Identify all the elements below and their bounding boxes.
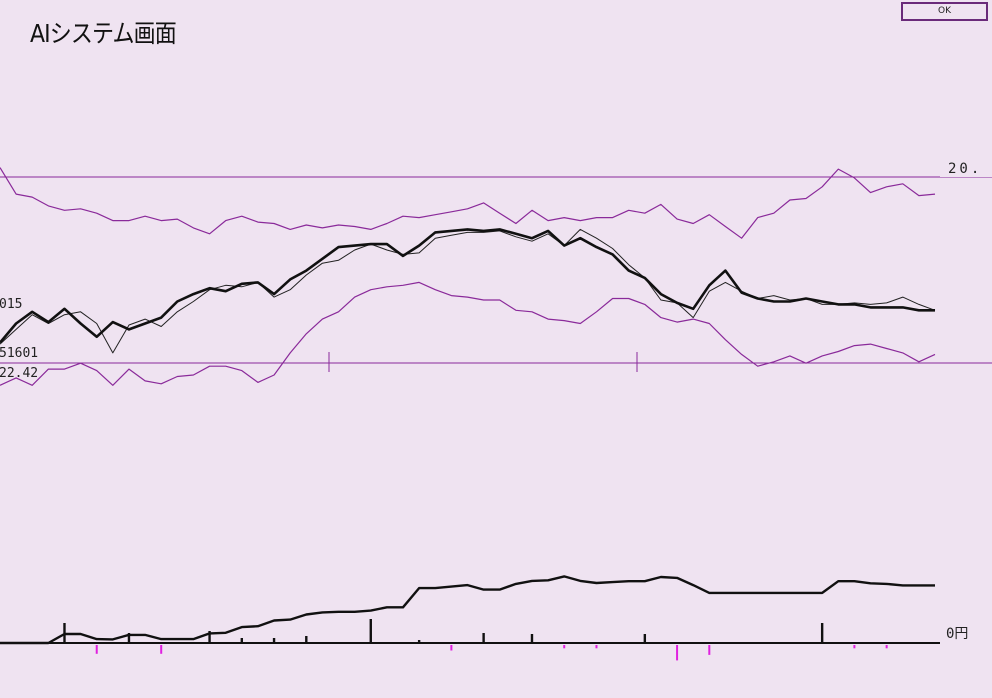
cumulative-profit-line [0,575,935,645]
window-title: AIシステム画面 [30,19,177,48]
price-line [0,228,935,344]
upper-band-line [0,167,936,239]
upper-value-label: 20. [948,161,982,177]
upper-value-box [940,157,992,177]
ok-button[interactable]: OK [901,2,988,21]
lower-series-group [0,575,935,661]
compare-line [0,228,936,354]
left-label-3: 22.42 [0,366,38,381]
zero-yen-label: 0円 [946,626,968,642]
upper-series-group [0,167,936,386]
lower-band-line [0,281,936,386]
left-label-1: 015 [0,297,22,312]
left-label-2: 51601 [0,346,38,361]
